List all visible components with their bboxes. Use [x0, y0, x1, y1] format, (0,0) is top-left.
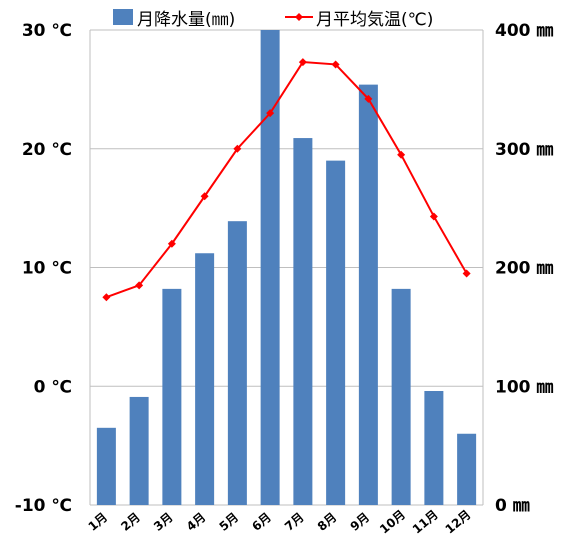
precip-bar — [195, 253, 215, 505]
precip-bar — [424, 391, 444, 505]
gridlines — [90, 29, 483, 506]
temperature-point — [167, 239, 176, 248]
y-left-tick-label: -10 ℃ — [15, 496, 72, 516]
precip-bar — [293, 138, 313, 505]
y-left-tick-label: 0 ℃ — [34, 377, 72, 397]
precip-bar — [457, 433, 477, 505]
x-tick-label: 12月 — [443, 507, 474, 536]
legend-precip-label: 月降水量(㎜) — [137, 10, 235, 30]
precip-bar — [260, 30, 280, 505]
y-right-tick-label: 400 ㎜ — [495, 21, 553, 41]
temperature-point — [364, 94, 373, 103]
y-right-tick-label: 300 ㎜ — [495, 140, 553, 160]
temperature-point — [135, 281, 144, 290]
x-tick-label: 2月 — [118, 510, 143, 534]
precip-bar — [162, 288, 182, 505]
temperature-point — [397, 150, 406, 159]
temperature-point — [298, 58, 307, 67]
x-tick-label: 6月 — [249, 510, 274, 534]
precip-bar — [391, 288, 411, 505]
temperature-point — [102, 293, 111, 302]
x-tick-label: 3月 — [151, 510, 176, 534]
temperature-point — [331, 60, 340, 69]
y-right-tick-label: 100 ㎜ — [495, 377, 553, 397]
legend: 月降水量(㎜) 月平均気温(℃) — [113, 9, 433, 30]
legend-temp-label: 月平均気温(℃) — [316, 10, 433, 30]
x-tick-label: 8月 — [315, 510, 340, 534]
x-tick-label: 4月 — [184, 510, 209, 534]
y-left-tick-label: 20 ℃ — [22, 140, 72, 160]
precip-bar — [326, 160, 346, 505]
x-tick-label: 9月 — [348, 510, 373, 534]
precip-bar — [129, 396, 149, 505]
x-tick-label: 10月 — [377, 507, 408, 536]
precip-bar — [96, 427, 116, 505]
temperature-point — [462, 269, 471, 278]
x-tick-label: 1月 — [86, 510, 111, 534]
temperature-line — [102, 58, 471, 302]
legend-temp-marker — [295, 13, 303, 21]
y-right-tick-label: 200 ㎜ — [495, 259, 553, 279]
y-left-tick-label: 30 ℃ — [22, 21, 72, 41]
precipitation-bars — [96, 30, 477, 505]
temperature-point — [429, 212, 438, 221]
x-tick-label: 5月 — [217, 510, 242, 534]
precip-bar — [227, 221, 247, 505]
temperature-point — [266, 109, 275, 118]
x-tick-label: 7月 — [282, 510, 307, 534]
y-left-tick-label: 10 ℃ — [22, 259, 72, 279]
y-right-tick-label: 0 ㎜ — [495, 496, 530, 516]
precip-bar — [358, 84, 378, 505]
temperature-point — [233, 144, 242, 153]
temperature-point — [200, 192, 209, 201]
temperature-polyline — [106, 61, 468, 299]
x-tick-label: 11月 — [410, 507, 441, 536]
legend-precip-swatch — [113, 9, 133, 25]
